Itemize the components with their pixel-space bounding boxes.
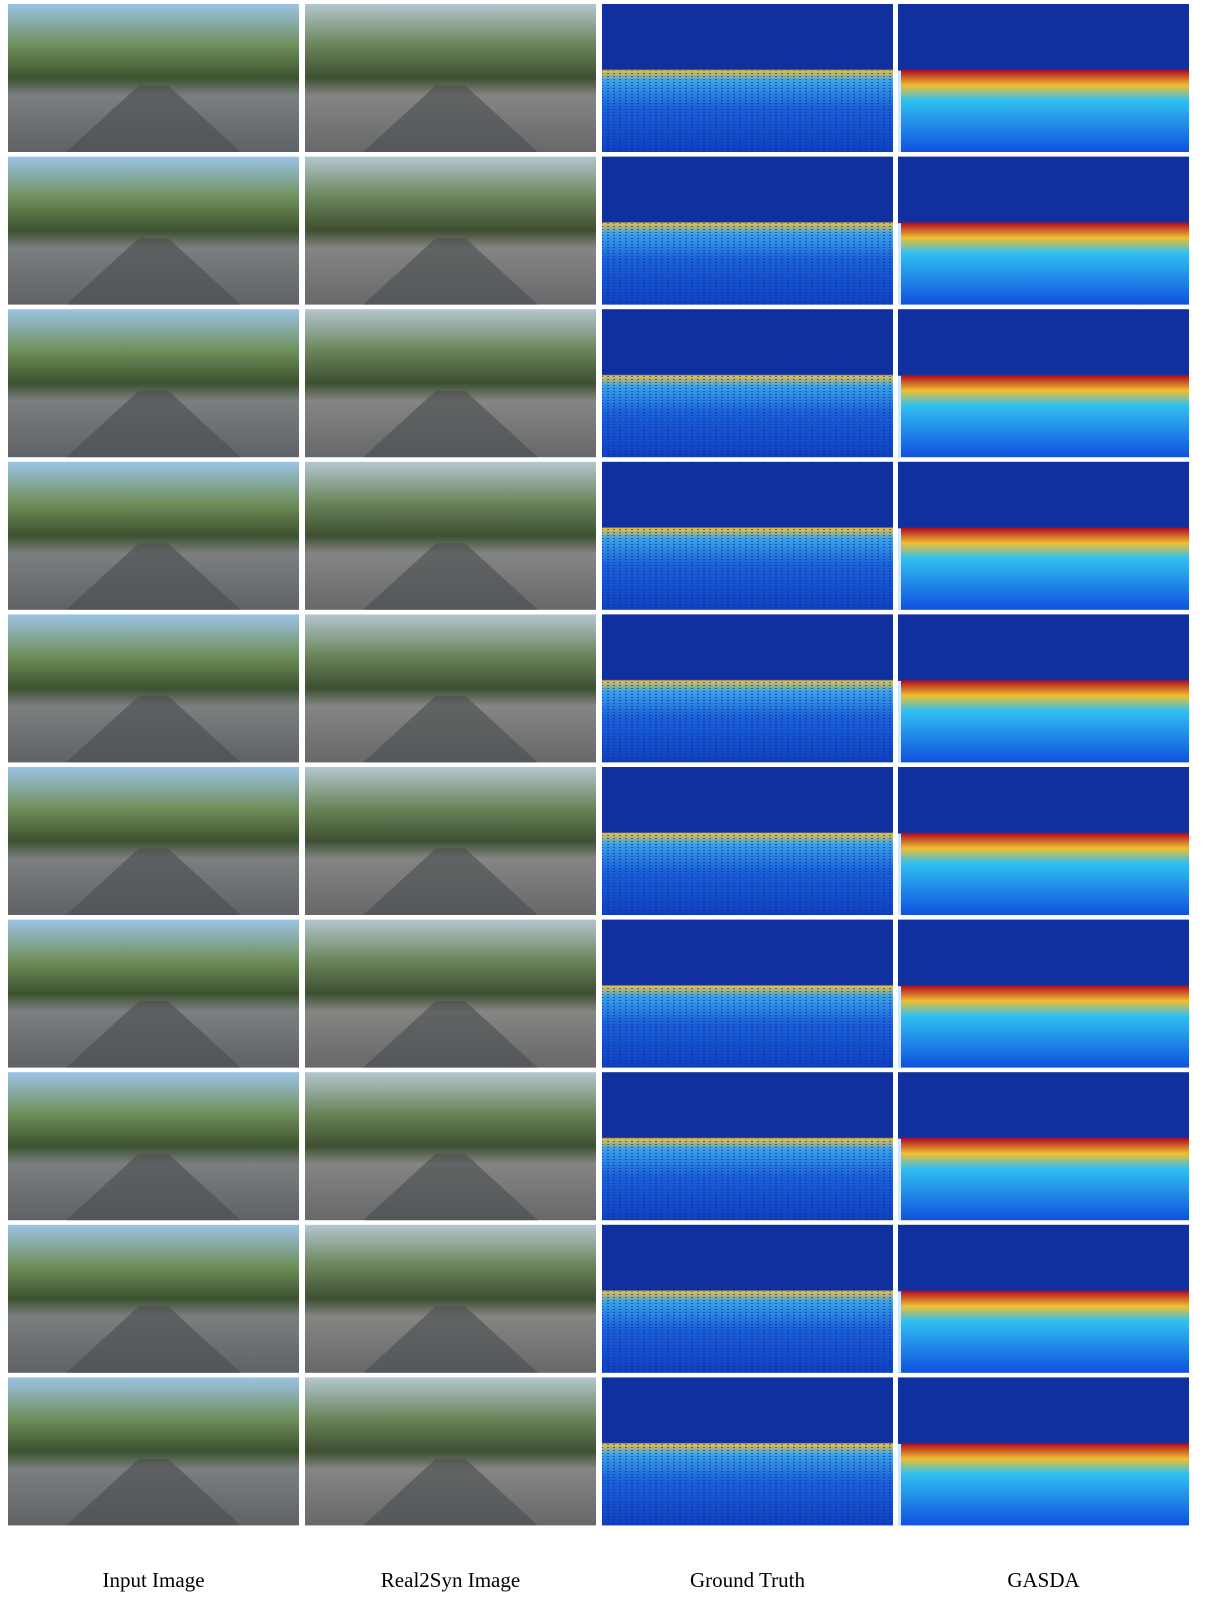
depth-sparse	[602, 986, 893, 1067]
depth-sparse	[602, 223, 893, 304]
depth-sparse	[602, 681, 893, 762]
image-tile	[8, 4, 299, 152]
image-tile	[898, 767, 1189, 915]
image-tile	[305, 1225, 596, 1373]
depth-sparse	[602, 376, 893, 457]
image-tile	[305, 767, 596, 915]
image-tile	[305, 309, 596, 457]
edge	[898, 1139, 901, 1220]
edge	[898, 223, 901, 304]
edge	[898, 1444, 901, 1525]
edge	[898, 986, 901, 1067]
image-tile	[8, 614, 299, 762]
image	[898, 614, 1189, 762]
depth-sparse	[602, 834, 893, 915]
image-tile	[8, 920, 299, 1068]
image-tile	[8, 1377, 299, 1525]
image-tile	[305, 614, 596, 762]
image	[898, 767, 1189, 915]
depth-sparse	[602, 1444, 893, 1525]
edge	[898, 681, 901, 762]
image-tile	[602, 920, 893, 1068]
image-tile	[8, 1225, 299, 1373]
edge	[898, 376, 901, 457]
image-tile	[898, 1072, 1189, 1220]
image-tile	[305, 1072, 596, 1220]
column-caption: GASDA	[1007, 1568, 1080, 1592]
depth-sparse	[602, 528, 893, 609]
image-tile	[602, 4, 893, 152]
column-caption: Input Image	[102, 1568, 204, 1592]
image-tile	[898, 462, 1189, 610]
image-tile	[898, 309, 1189, 457]
image	[898, 920, 1189, 1068]
image-tile	[898, 614, 1189, 762]
image	[898, 462, 1189, 610]
image-tile	[8, 157, 299, 305]
column-caption: Ground Truth	[690, 1568, 805, 1592]
image-tile	[898, 1225, 1189, 1373]
image-tile	[602, 1377, 893, 1525]
image-tile	[898, 1377, 1189, 1525]
page: Input Image Real2Syn Image Ground Truth GAS…	[0, 0, 1212, 1604]
image-tile	[602, 157, 893, 305]
image	[898, 1072, 1189, 1220]
image-tile	[602, 1225, 893, 1373]
image-tile	[602, 767, 893, 915]
edge	[898, 834, 901, 915]
figure: Input Image Real2Syn Image Ground Truth GAS…	[0, 0, 1212, 1604]
image	[898, 157, 1189, 305]
image	[898, 1377, 1189, 1525]
image-tile	[8, 309, 299, 457]
depth-sparse	[602, 1139, 893, 1220]
image-tile	[898, 920, 1189, 1068]
column-caption: Real2Syn Image	[381, 1568, 520, 1592]
image-tile	[602, 462, 893, 610]
image-tile	[602, 1072, 893, 1220]
image-tile	[8, 462, 299, 610]
image-tile	[305, 462, 596, 610]
image-tile	[602, 614, 893, 762]
image-tile	[602, 309, 893, 457]
image	[898, 4, 1189, 152]
image-tile	[305, 4, 596, 152]
image-tile	[898, 4, 1189, 152]
edge	[898, 71, 901, 152]
image	[898, 309, 1189, 457]
image-tile	[305, 920, 596, 1068]
edge	[898, 528, 901, 609]
edge	[898, 1291, 901, 1372]
image-tile	[305, 1377, 596, 1525]
image-tile	[8, 767, 299, 915]
image	[898, 1225, 1189, 1373]
depth-sparse	[602, 71, 893, 152]
image-tile	[305, 157, 596, 305]
image-tile	[898, 157, 1189, 305]
depth-sparse	[602, 1291, 893, 1372]
image-tile	[8, 1072, 299, 1220]
